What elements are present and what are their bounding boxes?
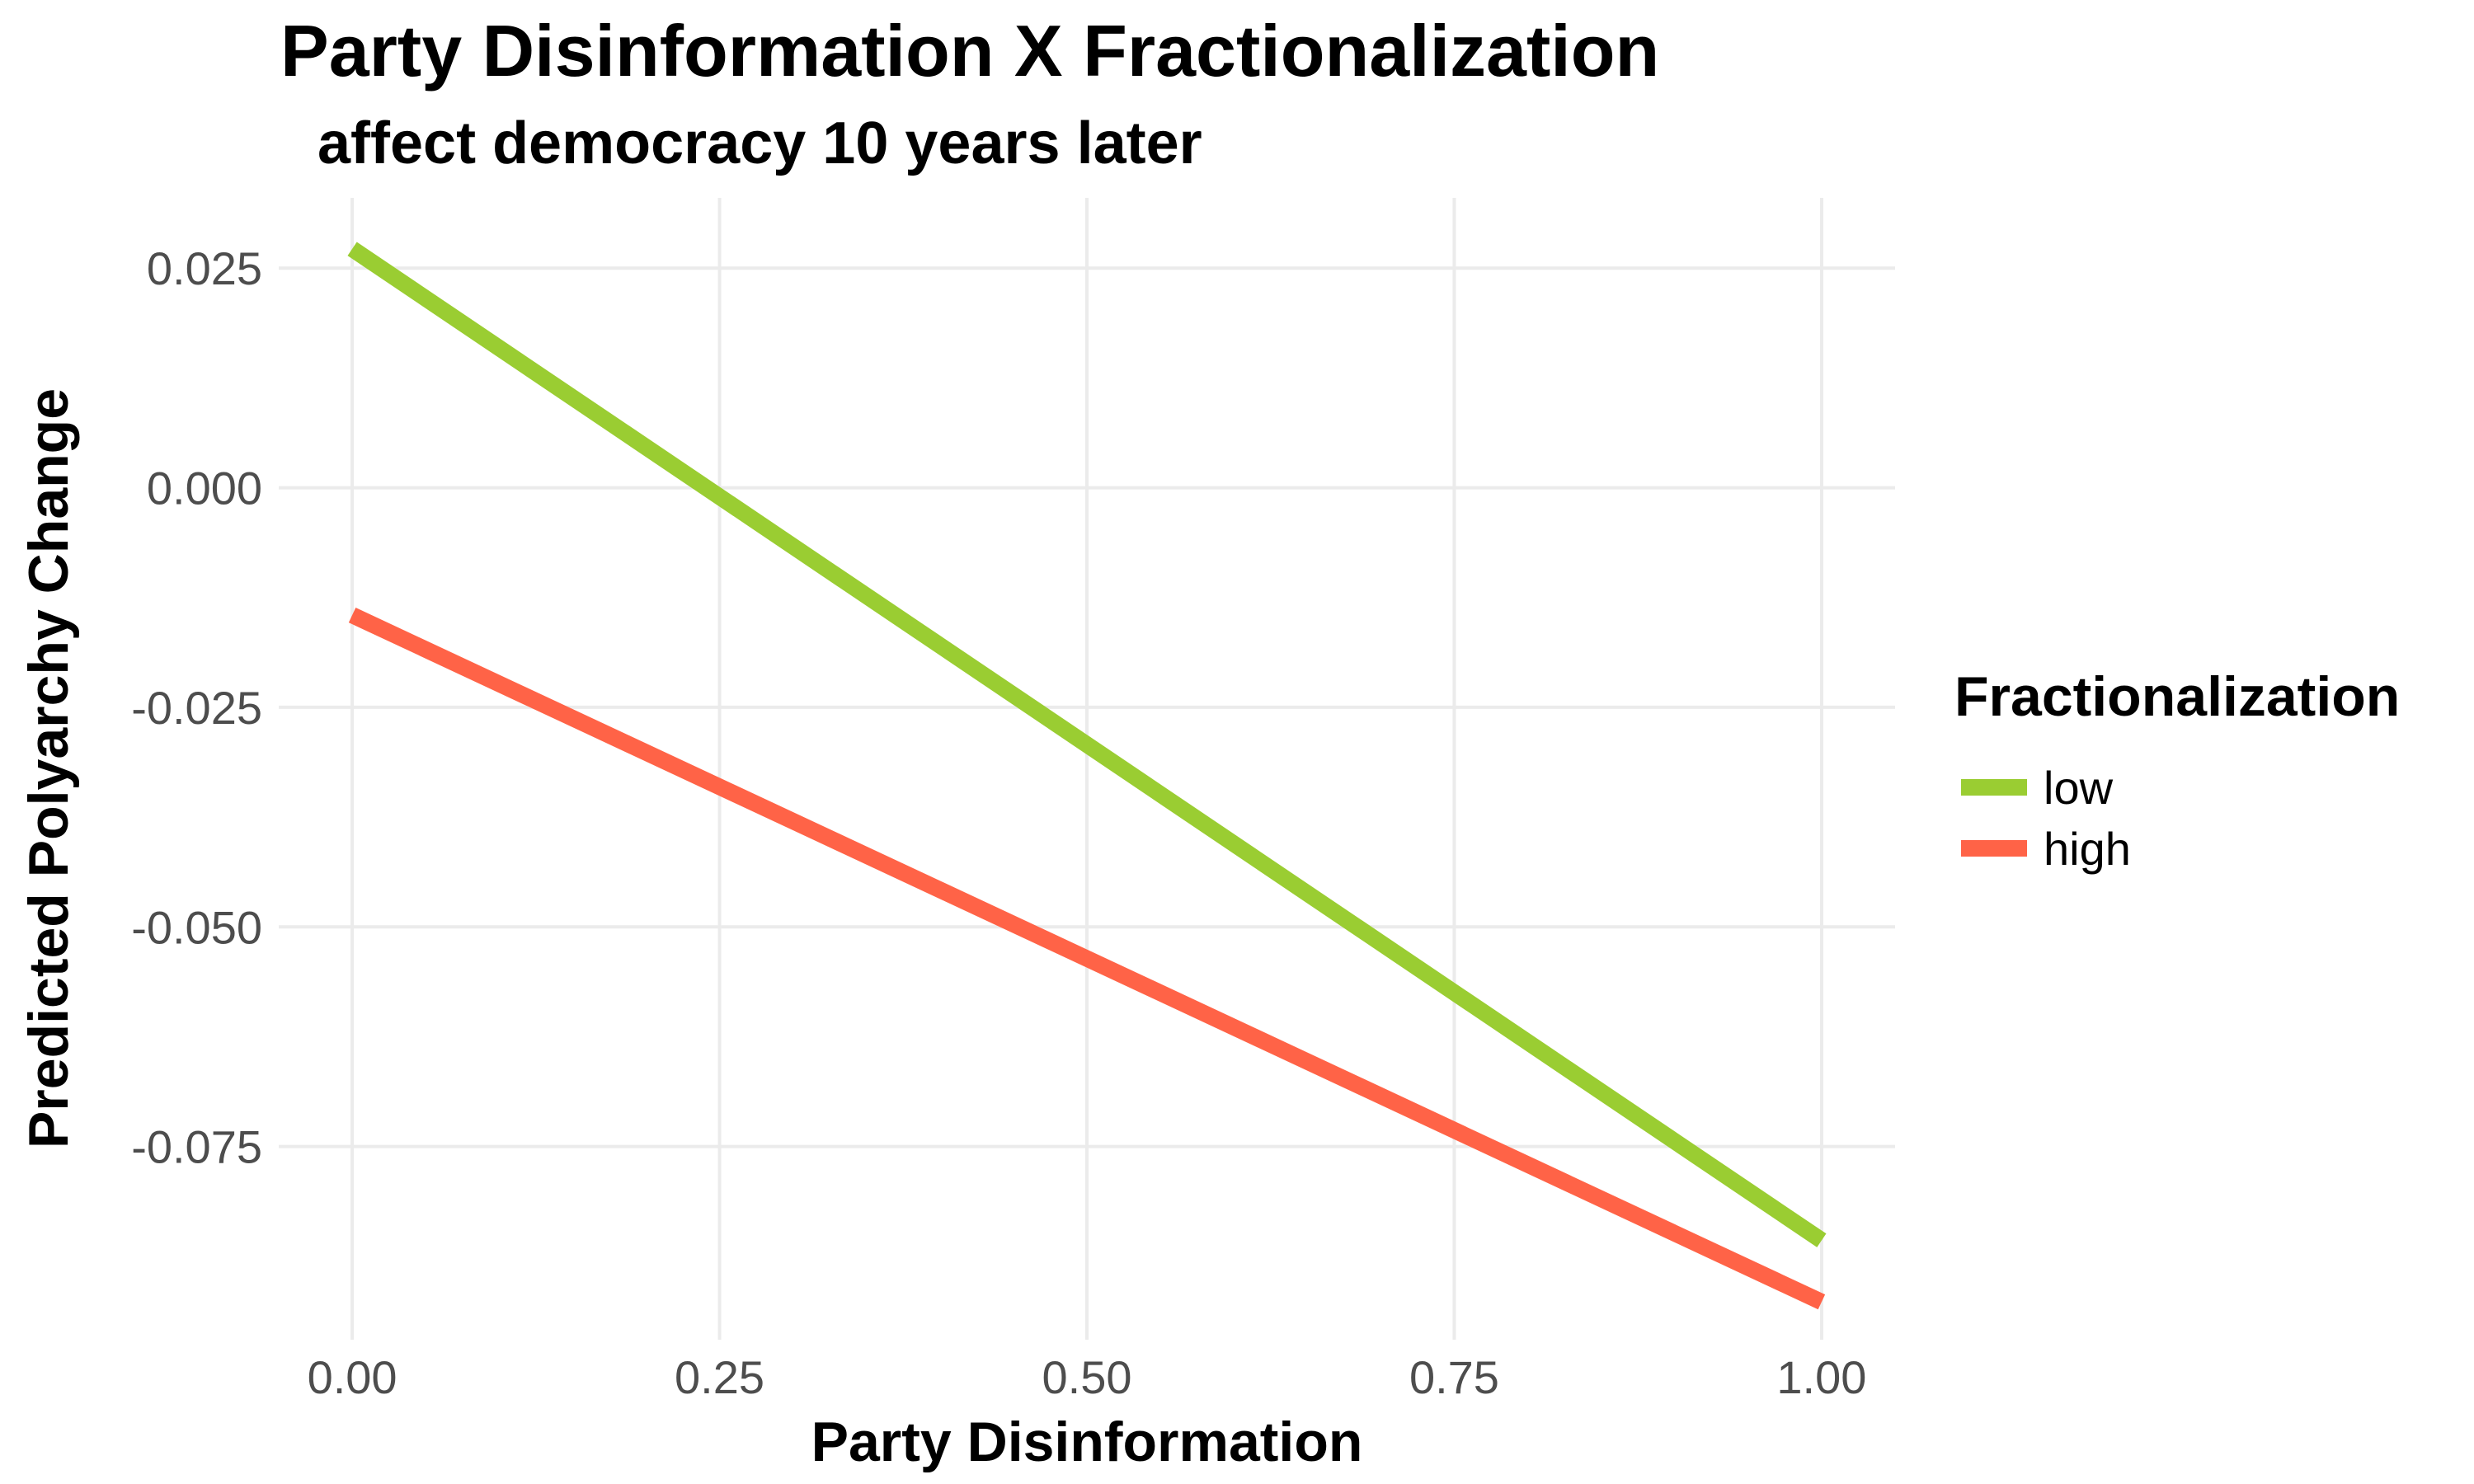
legend: Fractionalization low high xyxy=(1954,665,2400,875)
y-tick-label: 0.025 xyxy=(147,242,262,294)
legend-title: Fractionalization xyxy=(1954,665,2400,728)
chart-subtitle: affect democracy 10 years later xyxy=(317,110,1202,176)
series-line-low xyxy=(347,242,1827,1247)
y-tick-label: -0.050 xyxy=(131,901,262,953)
legend-label-low: low xyxy=(2044,762,2114,814)
x-tick-label: 0.25 xyxy=(675,1351,764,1403)
series-lines xyxy=(347,242,1827,1310)
x-axis-title: Party Disinformation xyxy=(811,1411,1363,1473)
x-tick-label: 0.75 xyxy=(1409,1351,1499,1403)
y-tick-label: 0.000 xyxy=(147,463,262,514)
y-axis-ticks: 0.025 0.000 -0.025 -0.050 -0.075 xyxy=(131,242,262,1172)
x-tick-label: 1.00 xyxy=(1776,1351,1866,1403)
x-tick-label: 0.50 xyxy=(1042,1351,1132,1403)
x-axis-ticks: 0.00 0.25 0.50 0.75 1.00 xyxy=(308,1351,1867,1403)
grid xyxy=(279,198,1895,1340)
chart-title: Party Disinformation X Fractionalization xyxy=(280,10,1659,92)
x-tick-label: 0.00 xyxy=(308,1351,397,1403)
y-axis-title: Predicted Polyarchy Change xyxy=(17,388,80,1148)
series-line-high xyxy=(348,608,1826,1310)
legend-label-high: high xyxy=(2044,823,2131,875)
y-tick-label: -0.025 xyxy=(131,682,262,734)
y-tick-label: -0.075 xyxy=(131,1121,262,1173)
